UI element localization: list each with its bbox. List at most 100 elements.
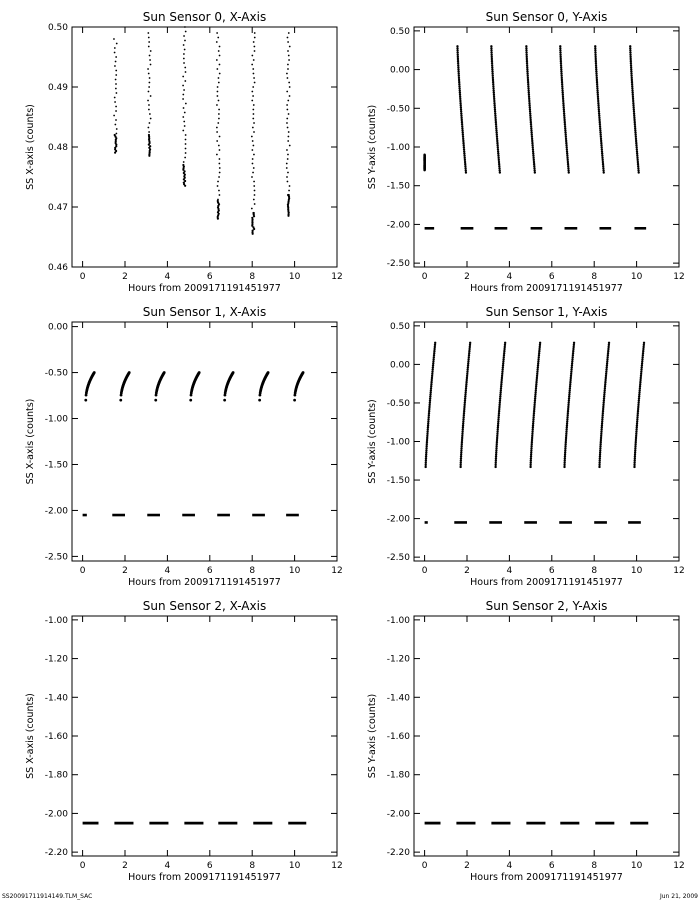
data-point [604,382,607,386]
data-point [184,26,186,28]
data-point [560,76,563,80]
data-point [148,113,151,115]
data-point [293,393,297,397]
data-point [601,158,604,162]
data-point [492,83,495,86]
data-point [560,78,564,82]
data-point [641,360,644,363]
data-point [527,97,531,101]
data-point [559,57,562,61]
data-point [182,168,185,171]
data-point [565,428,568,431]
data-point [182,57,185,60]
data-point [252,215,256,218]
data-point [287,206,290,209]
data-point [529,116,532,120]
data-point [560,74,563,78]
data-point [464,171,468,174]
data-point [218,117,220,120]
data-point [565,430,568,433]
data-point [286,176,288,178]
data-point [218,72,221,75]
data-point [491,72,494,75]
data-point [532,411,536,415]
data-point [568,387,572,390]
data-point [565,434,568,438]
y-tick-label: 0.00 [390,66,410,76]
data-point [598,453,602,456]
data-point [634,139,638,143]
data-point [594,45,597,48]
data-point [602,403,605,407]
data-point [490,49,493,52]
data-point [217,50,220,52]
data-point [286,126,289,129]
data-point [463,405,466,409]
data-point [603,387,607,390]
data-point [253,50,256,52]
y-tick-label: -1.50 [45,460,69,470]
data-point [433,351,436,355]
data-point [599,139,603,143]
data-point [642,343,646,347]
data-point [432,362,435,365]
data-point [491,66,494,69]
data-point [500,378,503,382]
data-point [503,345,506,349]
data-point [598,122,602,126]
data-point [490,45,493,48]
data-point [536,366,540,369]
data-point [115,56,118,58]
data-point [148,104,150,106]
y-axis-label: SS X-axis (counts) [25,104,36,190]
data-point [562,106,565,109]
data-point [148,108,150,111]
x-tick-label: 8 [591,272,597,282]
data-point [526,78,530,82]
data-point [533,401,536,405]
data-point [597,112,601,115]
data-point [564,442,567,446]
data-point [287,200,290,203]
data-point [252,171,254,174]
y-tick-label: 0.50 [390,27,410,37]
data-point [529,114,532,117]
x-axis-label: Hours from 2009171191451977 [128,283,281,294]
data-point [561,87,564,90]
data-point [426,428,429,431]
data-point [253,81,256,84]
data-point [457,72,460,75]
data-point [286,77,289,79]
data-point [286,104,289,106]
data-point [561,93,565,96]
data-point [468,343,472,347]
data-point [594,55,597,59]
data-point [600,152,604,155]
data-point [530,447,533,450]
data-point [531,430,534,433]
data-point [635,152,639,155]
data-point [182,161,185,163]
data-point [602,171,605,174]
data-point [458,93,462,96]
data-point [114,151,117,154]
x-tick-label: 12 [673,861,684,871]
data-point [495,135,499,138]
data-point [503,349,506,353]
data-point [566,154,569,157]
data-point [498,171,502,174]
data-point [635,430,638,433]
data-point [184,143,187,145]
footer-date: Jun 21, 2009 [659,893,698,900]
data-point [495,440,499,444]
data-point [465,385,468,388]
data-point [538,343,542,347]
data-point [495,137,499,141]
data-point [148,149,151,153]
data-point [184,66,187,69]
data-point [119,398,123,402]
data-point [633,453,637,456]
data-point [532,162,536,166]
data-point [466,370,469,373]
data-point [531,426,535,429]
